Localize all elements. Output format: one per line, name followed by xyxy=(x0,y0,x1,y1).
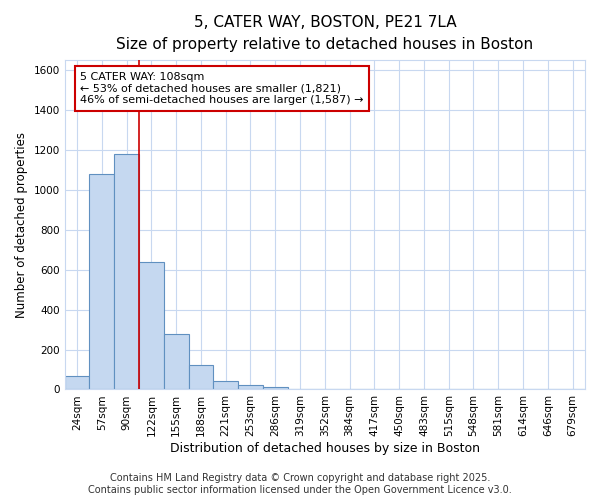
Text: 5 CATER WAY: 108sqm
← 53% of detached houses are smaller (1,821)
46% of semi-det: 5 CATER WAY: 108sqm ← 53% of detached ho… xyxy=(80,72,364,105)
Title: 5, CATER WAY, BOSTON, PE21 7LA
Size of property relative to detached houses in B: 5, CATER WAY, BOSTON, PE21 7LA Size of p… xyxy=(116,15,533,52)
Bar xyxy=(65,376,89,390)
Bar xyxy=(238,386,263,390)
Bar xyxy=(263,388,287,390)
Text: Contains HM Land Registry data © Crown copyright and database right 2025.
Contai: Contains HM Land Registry data © Crown c… xyxy=(88,474,512,495)
Y-axis label: Number of detached properties: Number of detached properties xyxy=(15,132,28,318)
Bar xyxy=(139,262,164,390)
Bar xyxy=(89,174,114,390)
Bar xyxy=(188,364,214,390)
Bar xyxy=(214,382,238,390)
Bar xyxy=(164,334,188,390)
Bar xyxy=(114,154,139,390)
X-axis label: Distribution of detached houses by size in Boston: Distribution of detached houses by size … xyxy=(170,442,480,455)
